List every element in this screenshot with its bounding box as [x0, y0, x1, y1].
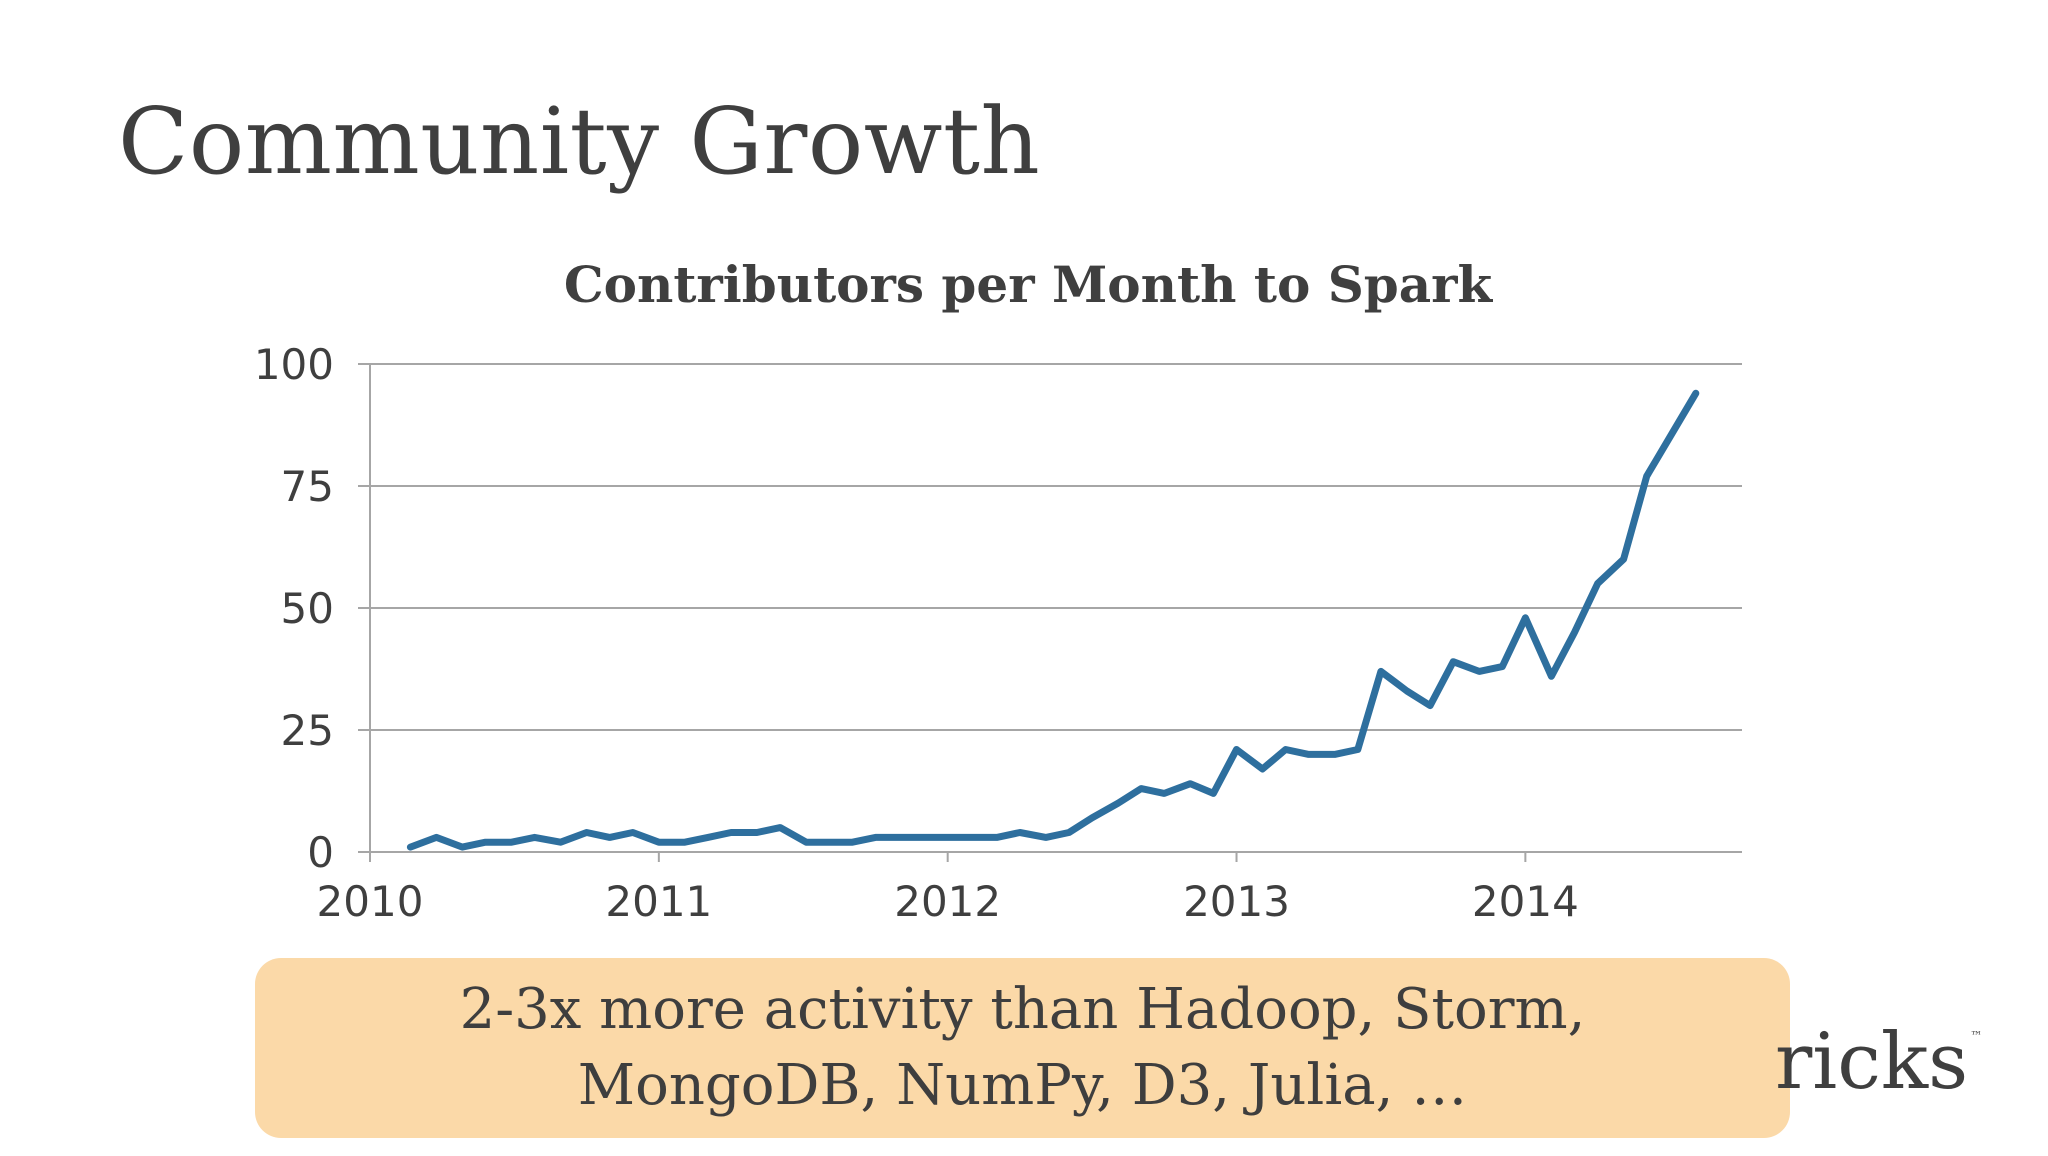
x-tick-label: 2011	[605, 877, 712, 926]
x-tick-label: 2014	[1472, 877, 1579, 926]
y-tick-label: 50	[281, 584, 334, 633]
callout-line-1: 2-3x more activity than Hadoop, Storm,	[460, 972, 1586, 1048]
x-tick-label: 2012	[894, 877, 1001, 926]
y-tick-label: 25	[281, 706, 334, 755]
x-tick-label: 2010	[317, 877, 424, 926]
y-tick-label: 100	[254, 340, 334, 389]
y-tick-label: 75	[281, 462, 334, 511]
brand-logo-text: ricks	[1775, 1017, 1968, 1107]
series-line-0	[410, 393, 1695, 847]
y-tick-label: 0	[307, 828, 334, 877]
x-tick-label: 2013	[1183, 877, 1290, 926]
callout-line-2: MongoDB, NumPy, D3, Julia, …	[578, 1048, 1467, 1124]
chart-title: Contributors per Month to Spark	[564, 255, 1494, 314]
callout-box: 2-3x more activity than Hadoop, Storm, M…	[255, 958, 1790, 1138]
trademark-symbol: ™	[1970, 1029, 1982, 1043]
